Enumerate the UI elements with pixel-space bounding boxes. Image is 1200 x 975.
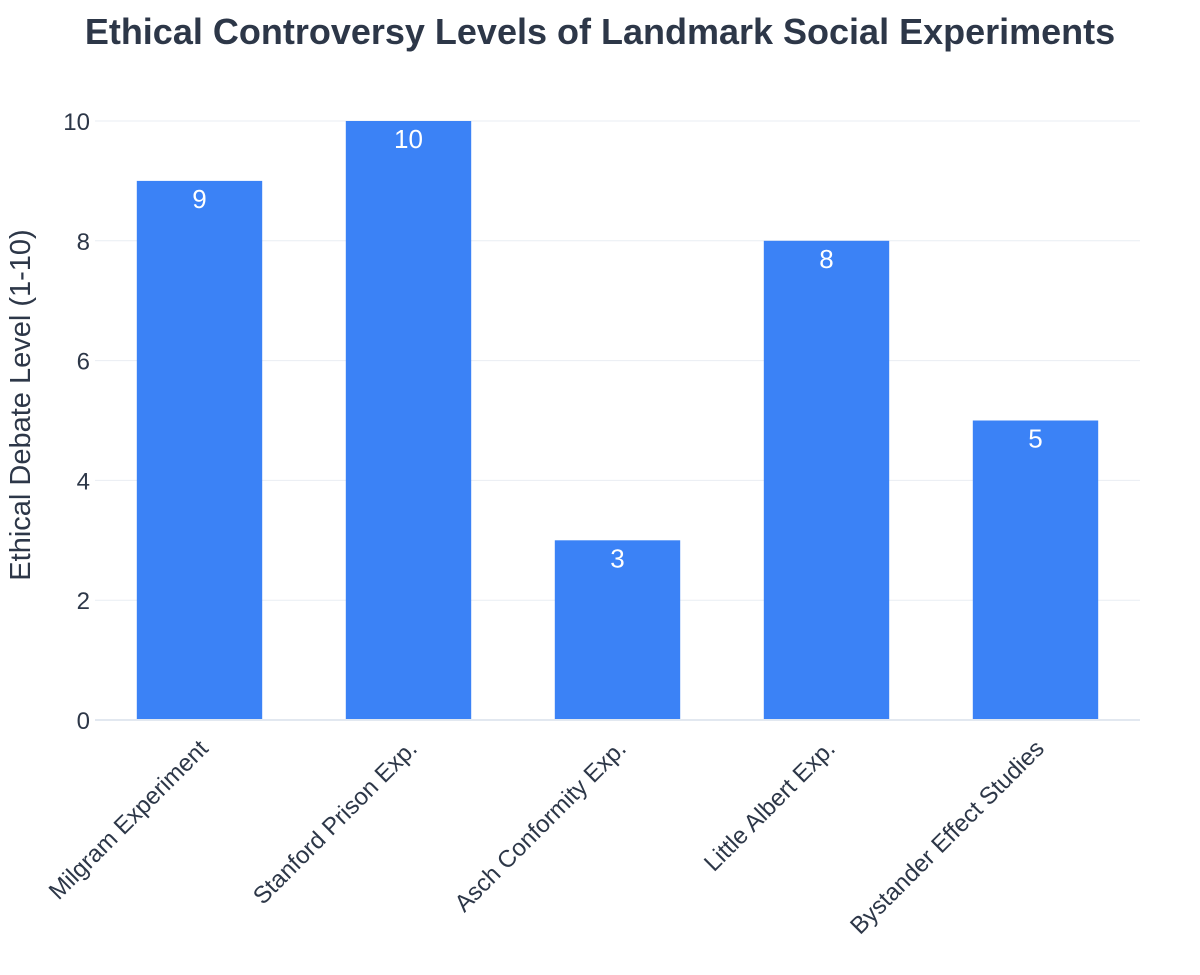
- bars: [136, 121, 1099, 721]
- y-tick-label: 8: [77, 229, 90, 256]
- bar: [554, 540, 681, 720]
- x-tick-label: Stanford Prison Exp.: [248, 735, 423, 910]
- bar-value-label: 3: [610, 543, 624, 573]
- x-tick-label: Asch Conformity Exp.: [449, 735, 631, 917]
- y-axis-title: Ethical Debate Level (1-10): [5, 229, 37, 580]
- y-tick-label: 6: [77, 349, 90, 376]
- y-tick-label: 0: [77, 708, 90, 735]
- bar-value-label: 10: [394, 124, 423, 154]
- bar-value-label: 8: [819, 244, 833, 274]
- y-tick-label: 4: [77, 468, 90, 495]
- grid-lines: [95, 120, 1140, 601]
- y-tick-label: 2: [77, 588, 90, 615]
- bar-value-label: 9: [192, 184, 206, 214]
- bar: [763, 240, 890, 721]
- bar: [972, 420, 1099, 720]
- chart-title: Ethical Controversy Levels of Landmark S…: [84, 11, 1116, 52]
- x-tick-label: Milgram Experiment: [44, 735, 214, 905]
- bar-value-label: 5: [1028, 424, 1042, 454]
- bar: [345, 121, 472, 720]
- y-tick-label: 10: [63, 109, 90, 136]
- x-tick-label: Little Albert Exp.: [699, 735, 841, 877]
- x-tick-label: Bystander Effect Studies: [845, 735, 1050, 940]
- bar: [136, 180, 263, 720]
